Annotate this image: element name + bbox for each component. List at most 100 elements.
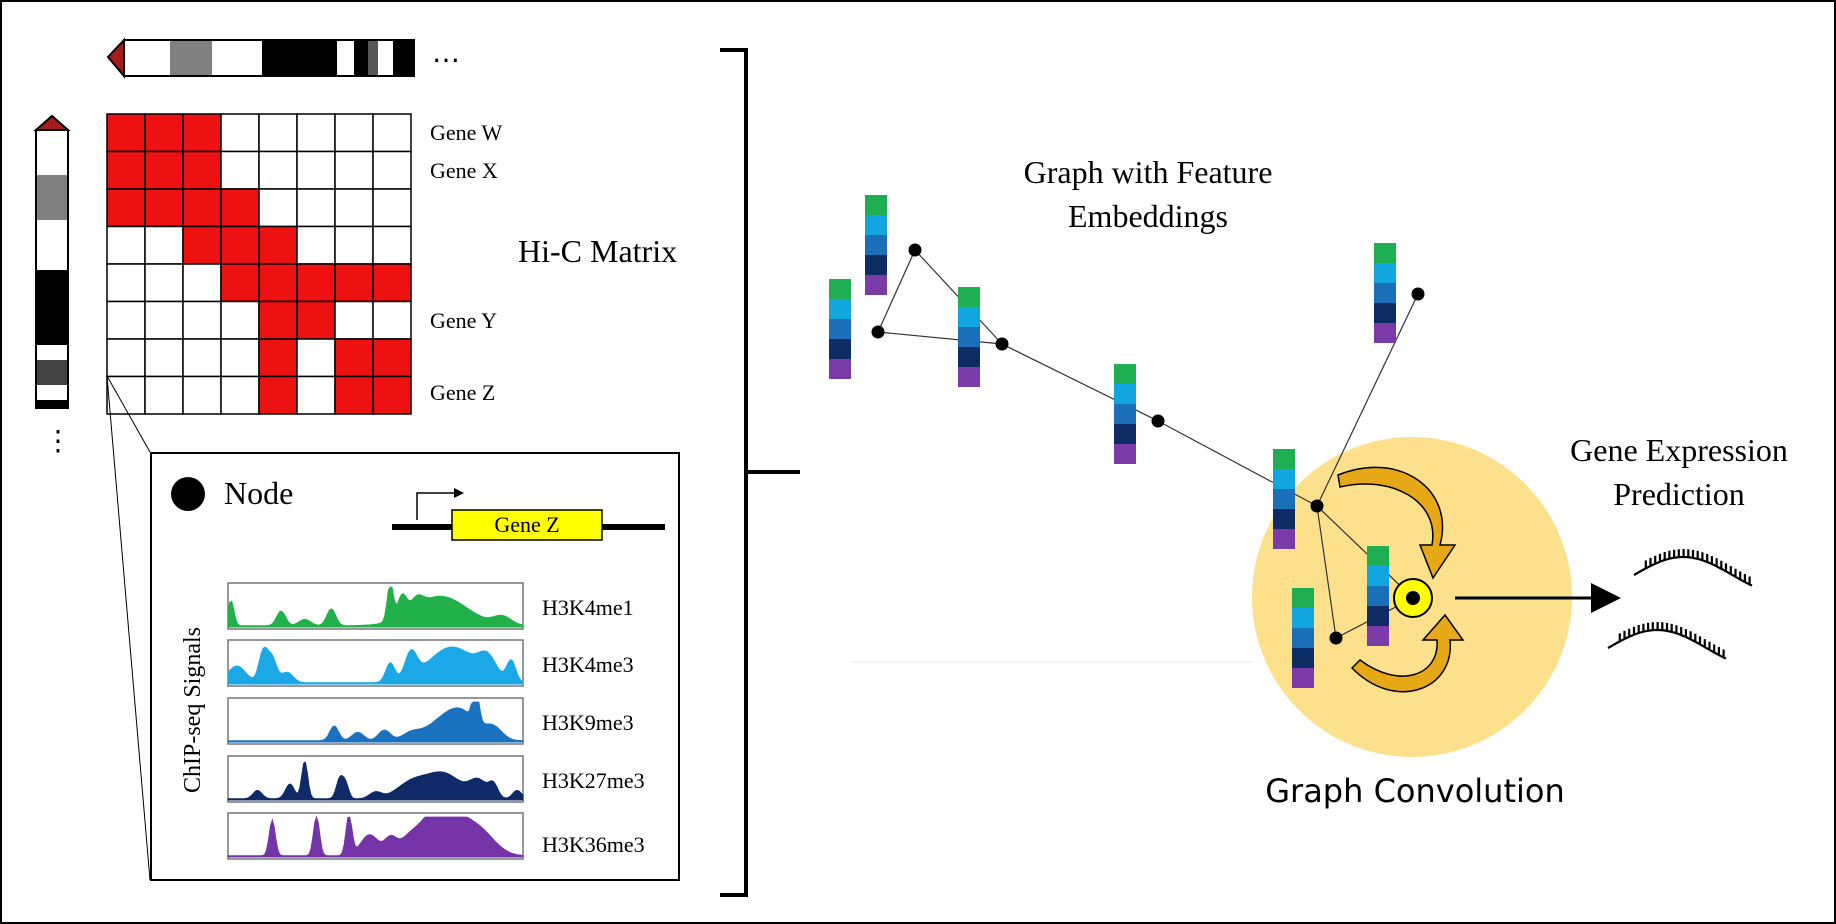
hic-cell bbox=[258, 113, 298, 153]
chipseq-signal bbox=[227, 646, 524, 685]
hic-cell bbox=[106, 188, 146, 228]
embedding-cell bbox=[1292, 668, 1314, 688]
hic-cell bbox=[258, 188, 298, 228]
hic-cell bbox=[334, 300, 374, 340]
hic-cell bbox=[334, 225, 374, 265]
graph-node bbox=[908, 243, 922, 257]
zoom-line-top bbox=[106, 375, 151, 453]
hic-cell bbox=[182, 225, 222, 265]
hic-cell bbox=[106, 150, 146, 190]
hic-cell bbox=[258, 225, 298, 265]
gene-z-box-label: Gene Z bbox=[494, 512, 559, 537]
hic-cell bbox=[182, 113, 222, 153]
gene-z-label: Gene Z bbox=[430, 380, 495, 405]
horizontal-chromosome bbox=[106, 37, 415, 79]
embedding-cell bbox=[1292, 648, 1314, 668]
embedding-cell bbox=[1114, 404, 1136, 424]
embedding-cell bbox=[958, 307, 980, 327]
embedding-cell bbox=[1374, 243, 1396, 263]
hic-cell bbox=[334, 150, 374, 190]
hic-matrix bbox=[106, 113, 412, 415]
hic-cell bbox=[220, 300, 260, 340]
zoom-line-bottom bbox=[106, 375, 151, 881]
bracket bbox=[720, 48, 748, 897]
embedding-cell bbox=[865, 275, 887, 295]
chipseq-axis-label: ChIP-seq Signals bbox=[180, 627, 206, 793]
hic-cell bbox=[182, 375, 222, 415]
hic-cell bbox=[296, 188, 336, 228]
side-ellipsis: ⋮ bbox=[44, 424, 72, 457]
embedding-cell bbox=[1114, 444, 1136, 464]
hic-cell bbox=[220, 150, 260, 190]
hic-cell bbox=[258, 263, 298, 303]
hic-cell bbox=[182, 338, 222, 378]
hic-cell bbox=[296, 375, 336, 415]
vertical-chromosome bbox=[33, 114, 71, 409]
top-ellipsis: … bbox=[432, 36, 460, 69]
graph-node bbox=[1329, 631, 1343, 645]
embedding-cell bbox=[1114, 424, 1136, 444]
graph-node bbox=[1411, 287, 1425, 301]
embedding-cell bbox=[1273, 489, 1295, 509]
gene-w-label: Gene W bbox=[430, 120, 503, 145]
embedding-cell bbox=[1273, 449, 1295, 469]
hic-cell bbox=[258, 150, 298, 190]
hic-cell bbox=[144, 150, 184, 190]
chipseq-signal bbox=[227, 586, 524, 628]
graph-node bbox=[995, 337, 1009, 351]
hic-cell bbox=[372, 225, 412, 265]
node-legend-dot bbox=[171, 477, 205, 511]
graph-title-line1: Graph with Feature bbox=[1024, 154, 1273, 190]
embedding-cell bbox=[1273, 469, 1295, 489]
hic-cell bbox=[372, 375, 412, 415]
prediction-label-line1: Gene Expression bbox=[1570, 432, 1788, 468]
embedding-cell bbox=[1374, 303, 1396, 323]
hic-cell bbox=[220, 188, 260, 228]
embedding-cell bbox=[958, 287, 980, 307]
hic-cell bbox=[334, 113, 374, 153]
hic-cell bbox=[106, 338, 146, 378]
hic-cell bbox=[220, 338, 260, 378]
track-label-h3k27me3: H3K27me3 bbox=[542, 768, 645, 793]
embedding-cell bbox=[865, 255, 887, 275]
hic-cell bbox=[144, 225, 184, 265]
target-node bbox=[1406, 591, 1420, 605]
embedding-cell bbox=[1292, 588, 1314, 608]
graph-node bbox=[1151, 414, 1165, 428]
hic-cell bbox=[106, 375, 146, 415]
hic-cell bbox=[334, 188, 374, 228]
graph-node bbox=[1310, 499, 1324, 513]
hic-cell bbox=[334, 375, 374, 415]
hic-cell bbox=[296, 300, 336, 340]
aggregation-arrows bbox=[1337, 466, 1465, 693]
embedding-cell bbox=[1367, 626, 1389, 646]
embedding-cell bbox=[865, 235, 887, 255]
chipseq-signal bbox=[227, 815, 524, 858]
hic-cell bbox=[296, 225, 336, 265]
hic-cell bbox=[182, 263, 222, 303]
embedding-cell bbox=[865, 215, 887, 235]
embedding-cell bbox=[1374, 323, 1396, 343]
hic-cell bbox=[258, 300, 298, 340]
hic-cell bbox=[220, 225, 260, 265]
hic-cell bbox=[144, 113, 184, 153]
hic-cell bbox=[372, 188, 412, 228]
hic-cell bbox=[372, 300, 412, 340]
hic-cell bbox=[144, 375, 184, 415]
hic-cell bbox=[296, 113, 336, 153]
feature-embeddings bbox=[829, 195, 1396, 688]
embedding-cell bbox=[958, 347, 980, 367]
embedding-cell bbox=[958, 327, 980, 347]
hic-cell bbox=[144, 300, 184, 340]
hic-cell bbox=[372, 113, 412, 153]
embedding-cell bbox=[1367, 566, 1389, 586]
embedding-cell bbox=[1367, 586, 1389, 606]
chipseq-tracks bbox=[227, 582, 524, 860]
graph-node bbox=[871, 325, 885, 339]
hic-cell bbox=[144, 188, 184, 228]
hic-cell bbox=[372, 263, 412, 303]
graph-convolution-label: Graph Convolution bbox=[1265, 772, 1565, 810]
